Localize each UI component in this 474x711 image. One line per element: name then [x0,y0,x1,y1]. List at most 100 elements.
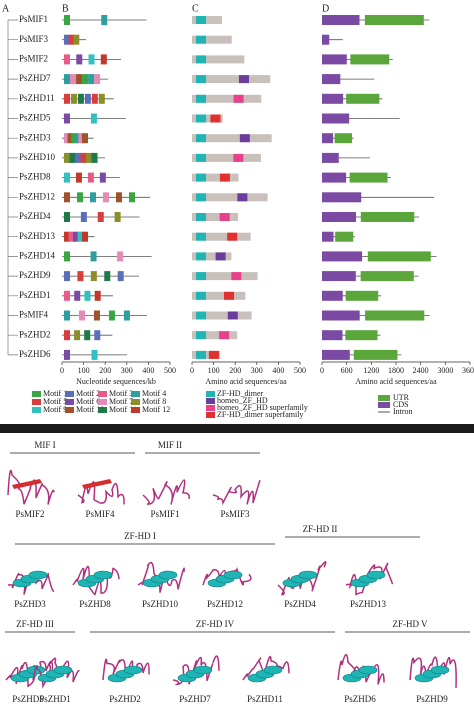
protein-name: PsMIF1 [150,509,179,519]
gene-name: PsMIF3 [19,34,49,44]
gene-name: PsZHD3 [19,132,51,142]
utr [360,271,414,282]
group-label: ZF-HD II [303,524,338,534]
protein-name: PsZHD12 [207,599,243,609]
panel-label: C [192,3,199,14]
gene-name: PsZHD11 [19,93,55,103]
domain [239,134,250,143]
legend-swatch [98,407,107,413]
motif [98,93,105,104]
cds [322,34,330,45]
motif [64,15,70,25]
motif [74,290,81,301]
protein-name: PsZHD10 [142,599,179,609]
protein-backbone [77,481,125,505]
legend-swatch [32,407,41,413]
legend-text: Motif 10 [76,405,104,414]
legend-text: Motif 1 [43,389,67,398]
gene-name: PsMIF2 [19,53,48,63]
helix [158,570,178,580]
motif [64,192,70,203]
domain [196,350,206,359]
motif [77,271,84,282]
tick-label: 400 [272,366,284,375]
cds [322,310,360,321]
motif [99,172,106,183]
motif [77,192,84,203]
gene-name: PsZHD7 [19,73,51,83]
cds [322,212,356,222]
motif [64,349,70,360]
domain [227,311,238,320]
protein-name: PsZHD5 [12,694,44,704]
domain [196,311,206,320]
group-label: MIF II [158,440,182,450]
utr [350,54,390,65]
legend-swatch [131,399,140,405]
protein-name: PsZHD7 [179,694,211,704]
protein-name: PsZHD13 [350,599,387,609]
protein-backbone [32,657,80,689]
protein-name: PsZHD1 [39,694,71,704]
cds [322,251,363,262]
legend-text: CDS [393,400,409,409]
motif [87,172,94,183]
motif [67,133,74,144]
cds [322,113,350,124]
motif [77,231,84,242]
motif [64,113,70,124]
helix [358,665,378,675]
legend-text: Motif 5 [43,397,67,406]
motif [123,310,130,321]
utr [345,330,378,341]
protein [192,272,258,281]
legend-text: Motif 11 [109,405,137,414]
tick-label: 0 [60,366,64,375]
protein-name: PsZHD2 [109,694,141,704]
utr [364,15,424,25]
protein [192,331,238,340]
motif [84,290,91,301]
tick-label: 0 [190,366,194,375]
domain [224,291,235,300]
legend-swatch [65,399,74,405]
domain [219,331,230,340]
helix [53,665,73,675]
motif [104,271,111,282]
motif [114,212,121,222]
motif [76,54,83,65]
domain [219,173,230,182]
motif [100,54,107,65]
legend-text: Motif 3 [109,389,133,398]
protein [192,55,245,64]
protein [192,16,222,24]
legend-text: homeo_ZF_HD superfamily [217,403,308,412]
cds [322,330,343,341]
motif [68,34,75,45]
domain [196,331,206,340]
legend-text: Motif 8 [142,397,166,406]
gene-name: PsZHD5 [19,113,51,123]
motif [84,93,91,104]
axis-label: Amino acid sequences/aa [205,377,287,386]
protein-name: PsZHD11 [247,694,283,704]
panel-label: B [62,3,69,14]
legend-swatch [65,391,74,397]
legend-text: Motif 6 [76,397,100,406]
protein [192,153,261,162]
motif [64,172,70,183]
legend-text: Motif 2 [76,389,100,398]
protein-name: PsZHD8 [79,599,111,609]
domain [196,114,206,123]
legend-text: Motif 9 [43,405,67,414]
motif [78,133,85,144]
motif [64,74,70,85]
cds [322,54,347,65]
tick-label: 600 [341,366,353,375]
motif [103,192,110,203]
motif [117,251,124,262]
legend-swatch [98,391,107,397]
legend-text: UTR [393,393,410,402]
helix [193,665,213,675]
